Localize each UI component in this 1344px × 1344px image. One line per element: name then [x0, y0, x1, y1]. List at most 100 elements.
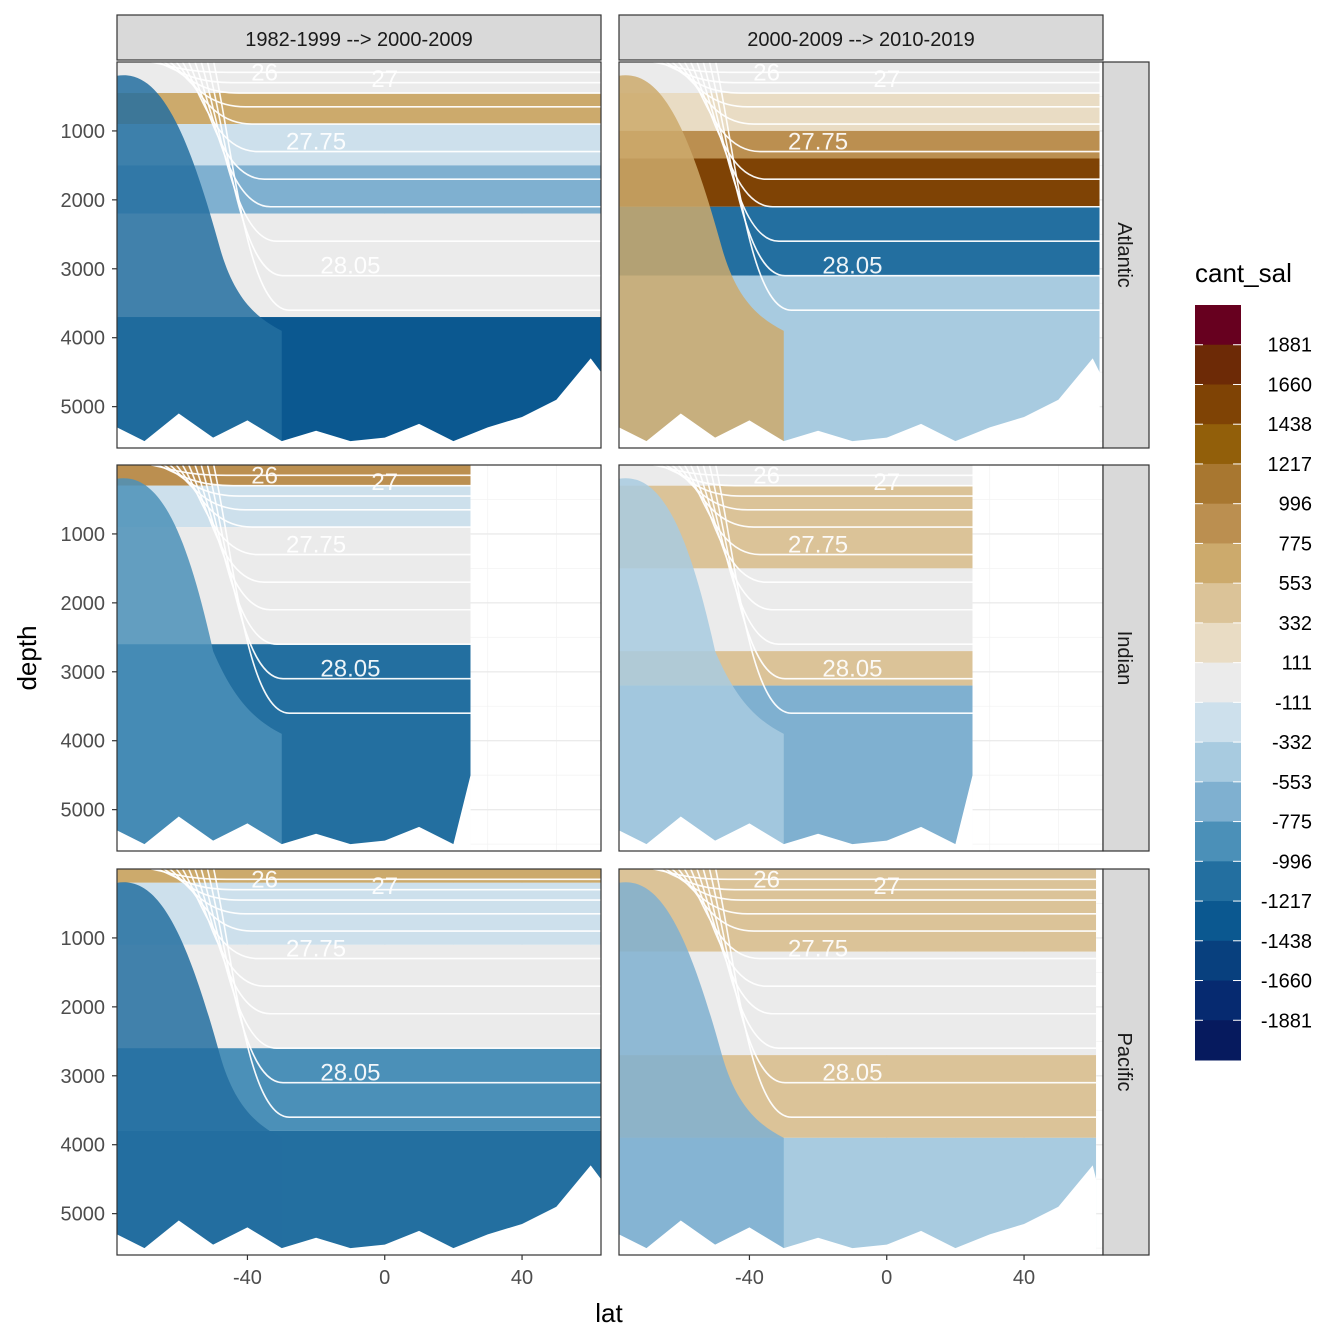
- x-axis-title: lat: [595, 1298, 623, 1328]
- value-layer: [619, 62, 1100, 94]
- southern-water-mass: [117, 75, 282, 448]
- legend-color-swatch: [1195, 742, 1241, 783]
- legend-color-swatch: [1195, 702, 1241, 743]
- row-strip-label: Indian: [1113, 631, 1135, 686]
- contour-label: 27: [371, 873, 398, 900]
- seafloor-mask: [619, 358, 1100, 448]
- legend-color-swatch: [1195, 344, 1241, 385]
- isopycnal-line: [181, 465, 471, 556]
- seafloor-mask: [117, 775, 471, 851]
- legend-label: -1660: [1261, 971, 1312, 993]
- y-tick-label: 1000: [61, 121, 106, 143]
- legend-label: -1881: [1261, 1010, 1312, 1032]
- panel-pacific-1: 26 27 27.75 28.05: [618, 868, 1104, 1256]
- legend-label: -553: [1272, 772, 1312, 794]
- southern-water-mass: [117, 882, 282, 1255]
- isopycnal-contours: 26 27 27.75 28.05: [151, 465, 471, 714]
- strip-background: [116, 14, 602, 61]
- y-tick-label: 5000: [61, 800, 106, 822]
- value-layer: [619, 869, 1097, 952]
- isopycnal-line: [181, 62, 601, 153]
- legend-color-swatch: [1195, 622, 1241, 664]
- y-tick-label: 2000: [61, 997, 106, 1019]
- isopycnal-line: [653, 62, 1100, 74]
- section-fill: 26 27 27.75 28.05: [117, 465, 601, 851]
- row-strip: Pacific: [1102, 868, 1150, 1256]
- no-data-region: [972, 465, 1103, 851]
- contour-label: 27: [371, 66, 398, 93]
- y-tick-label: 4000: [61, 731, 106, 753]
- isopycnal-line: [151, 869, 601, 881]
- column-strip: 2000-2009 --> 2010-2019: [618, 14, 1104, 61]
- isopycnal-line: [169, 62, 601, 108]
- contour-label: 28.05: [822, 1059, 882, 1086]
- isopycnal-contours: 26 27 27.75 28.05: [653, 869, 1097, 1118]
- x-tick-label: -40: [735, 1267, 764, 1289]
- y-tick-label: 3000: [61, 1066, 106, 1088]
- isopycnal-line: [157, 465, 471, 487]
- southern-water-mass: [619, 882, 784, 1255]
- y-tick-label: 5000: [61, 397, 106, 419]
- row-strip-label: Atlantic: [1113, 222, 1135, 288]
- legend-color-swatch: [1195, 305, 1241, 346]
- isopycnal-line: [714, 465, 973, 714]
- legend-color-swatch: [1195, 1020, 1241, 1061]
- legend-label: 996: [1279, 494, 1312, 516]
- y-tick-label: 3000: [61, 662, 106, 684]
- legend-label: 775: [1279, 533, 1312, 555]
- isopycnal-line: [157, 869, 601, 891]
- contour-label: 27.75: [286, 935, 346, 962]
- isopycnal-line: [683, 465, 973, 556]
- contour-label: 28.05: [822, 655, 882, 682]
- no-data-region: [1096, 869, 1103, 1255]
- isopycnal-line: [659, 869, 1097, 891]
- value-layer: [117, 485, 471, 528]
- isopycnal-line: [683, 869, 1097, 960]
- isopycnal-line: [151, 62, 601, 74]
- isopycnal-line: [212, 62, 601, 311]
- isopycnal-contours: 26 27 27.75 28.05: [653, 62, 1100, 311]
- isopycnal-line: [659, 465, 973, 487]
- isopycnal-line: [653, 465, 973, 477]
- isopycnal-contours: 26 27 27.75 28.05: [151, 62, 601, 311]
- y-tick-label: 4000: [61, 1135, 106, 1157]
- y-axis-title: depth: [12, 625, 42, 690]
- isopycnal-line: [683, 62, 1100, 153]
- strip-background: [618, 14, 1104, 61]
- legend-color-swatch: [1195, 861, 1241, 902]
- legend-color-swatch: [1195, 901, 1241, 942]
- legend-label: 1217: [1268, 454, 1313, 476]
- panel-indian-0: 26 27 27.75 28.05: [116, 464, 602, 852]
- panel-pacific-0: 26 27 27.75 28.05: [116, 868, 602, 1256]
- row-strip: Atlantic: [1102, 61, 1150, 449]
- panel-border: [116, 868, 602, 1256]
- panel-atlantic-1: 26 27 27.75 28.05: [618, 61, 1104, 449]
- legend-label: 553: [1279, 573, 1312, 595]
- section-fill: 26 27 27.75 28.05: [619, 62, 1103, 448]
- isopycnal-line: [151, 465, 471, 477]
- isopycnal-contours: 26 27 27.75 28.05: [151, 869, 601, 1118]
- contour-label: 27.75: [788, 531, 848, 558]
- legend-label: 332: [1279, 613, 1312, 635]
- contour-label: 28.05: [320, 655, 380, 682]
- no-data-grid: [1096, 903, 1103, 1249]
- seafloor-mask: [117, 1165, 601, 1255]
- contour-label: 28.05: [822, 252, 882, 279]
- section-fill: 26 27 27.75 28.05: [619, 869, 1103, 1255]
- row-strip: Indian: [1102, 464, 1150, 852]
- panel-grid: 26 27 27.75 28.05 26 27 27.75 28.05 26 27 27.75 28.…: [116, 61, 1104, 1256]
- y-tick-label: 2000: [61, 190, 106, 212]
- seafloor-mask: [117, 358, 601, 448]
- contour-label: 27.75: [286, 531, 346, 558]
- isopycnal-line: [671, 62, 1100, 108]
- isopycnal-line: [653, 869, 1097, 881]
- isopycnal-line: [212, 869, 601, 1118]
- isopycnal-line: [181, 869, 601, 960]
- strip-background: [1102, 464, 1150, 852]
- legend-label: -111: [1275, 692, 1312, 714]
- southern-water-mass: [619, 478, 784, 851]
- x-tick-label: 40: [511, 1267, 533, 1289]
- value-layer: [117, 124, 601, 166]
- strip-background: [1102, 61, 1150, 449]
